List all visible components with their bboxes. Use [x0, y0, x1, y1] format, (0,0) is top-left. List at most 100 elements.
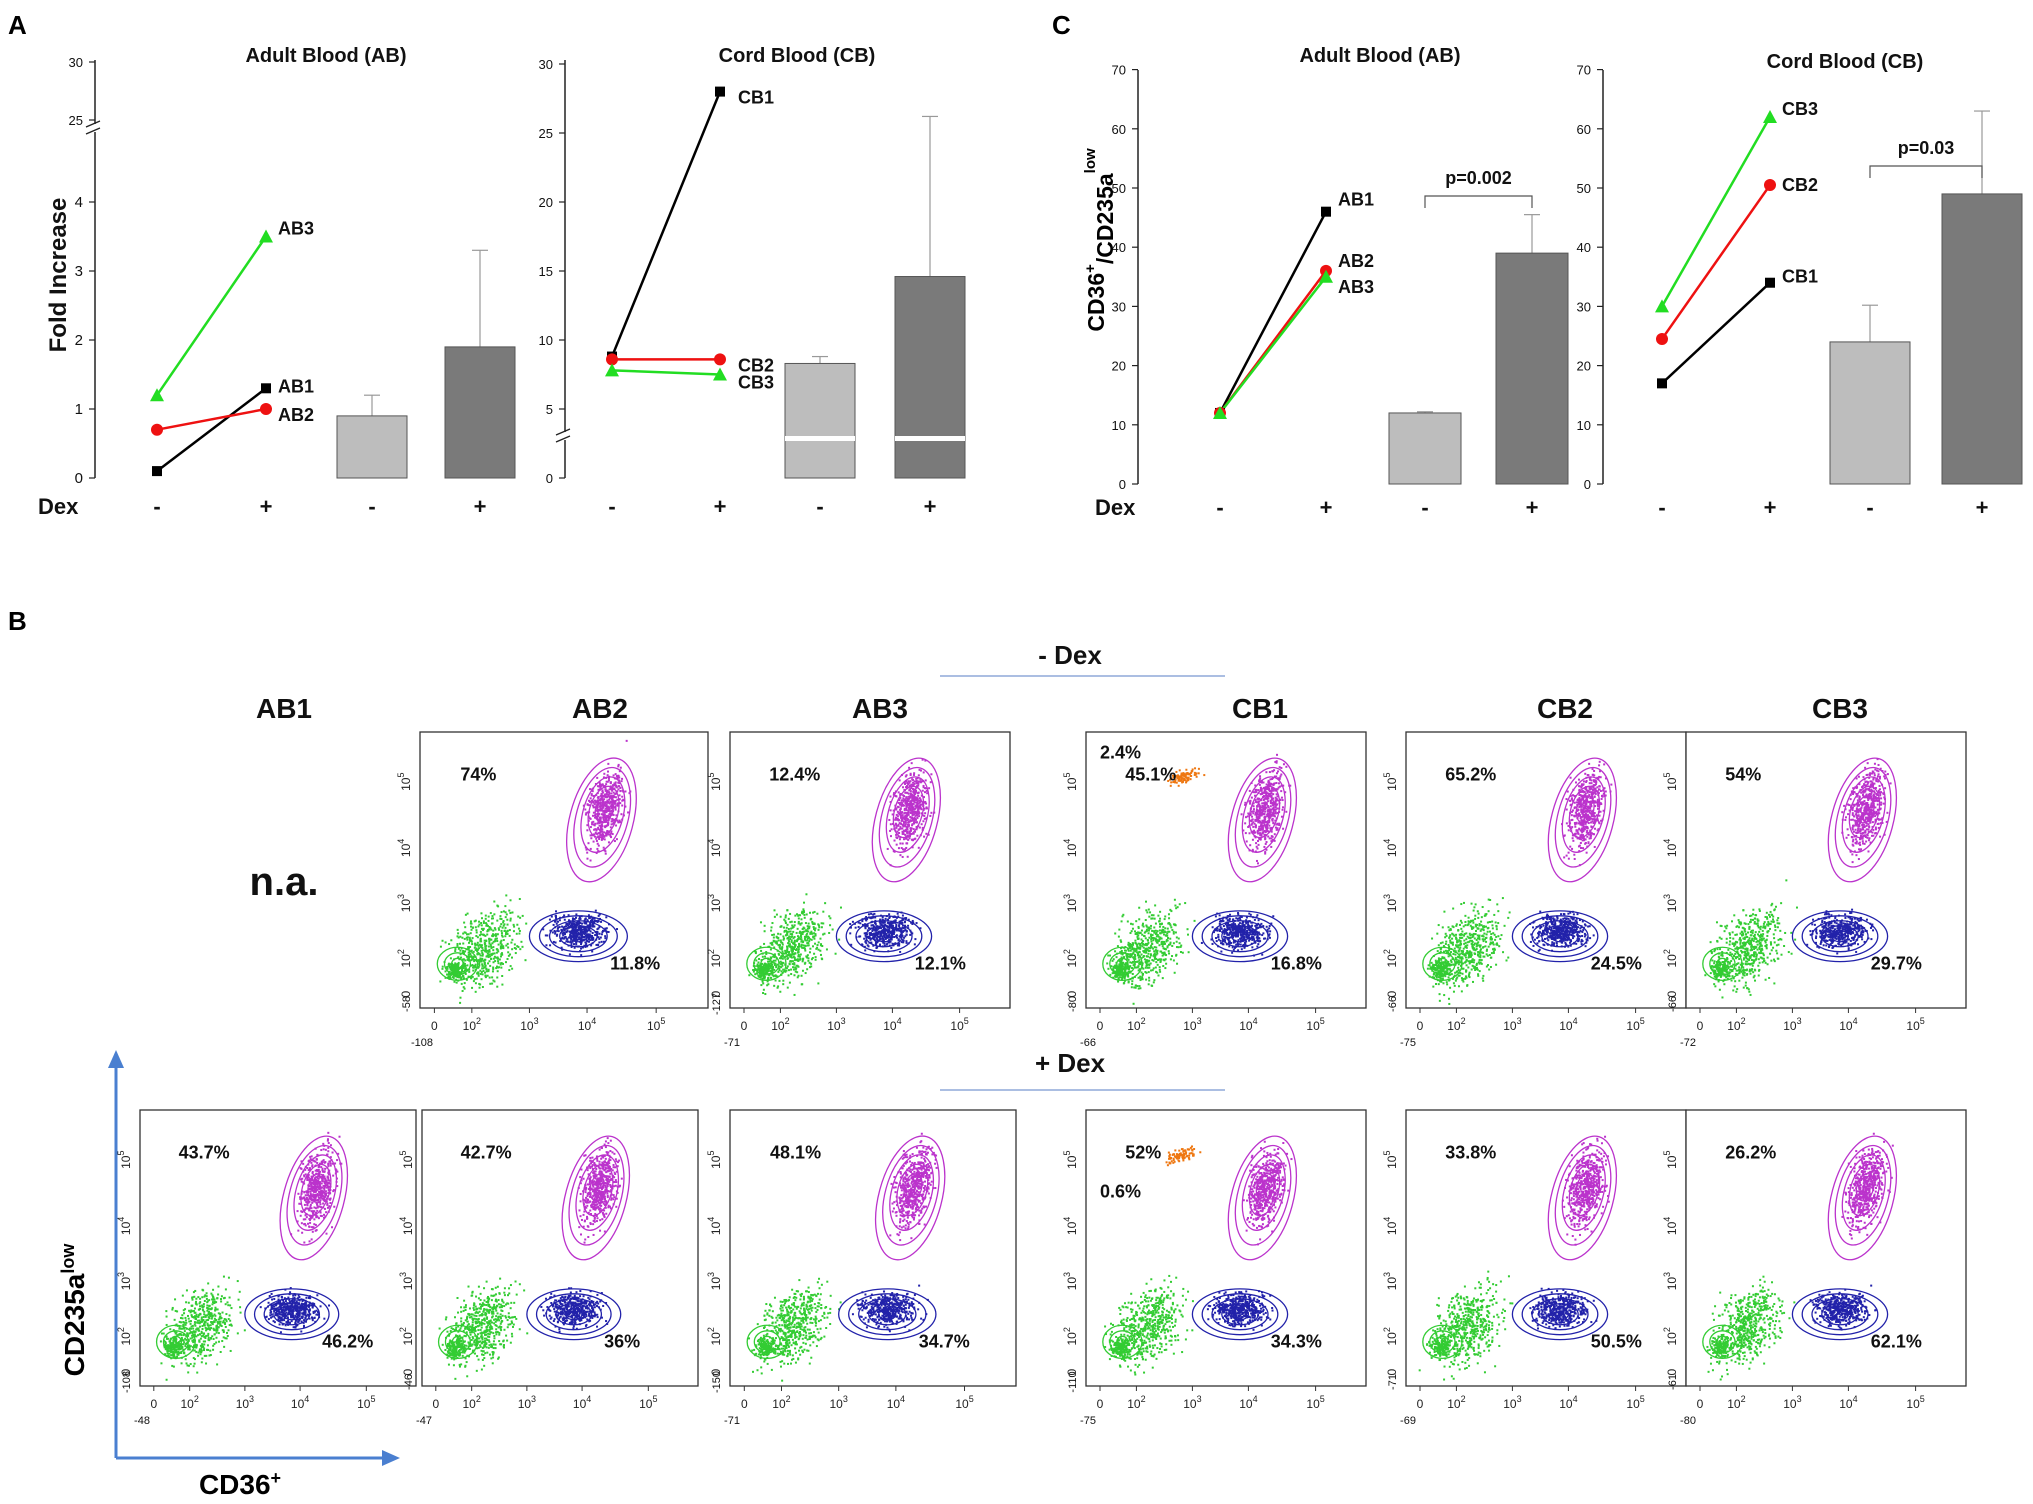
event-dot	[578, 938, 581, 941]
event-dot	[563, 918, 566, 921]
event-dot	[1211, 942, 1214, 945]
event-dot	[1172, 923, 1175, 926]
event-dot	[895, 843, 898, 846]
event-dot	[923, 814, 926, 817]
event-dot	[1151, 917, 1154, 920]
event-dot	[1172, 942, 1175, 945]
event-dot	[493, 952, 496, 955]
event-dot	[481, 958, 484, 961]
event-dot	[487, 970, 490, 973]
event-dot	[1136, 945, 1139, 948]
event-dot	[505, 931, 508, 934]
event-dot	[615, 785, 618, 788]
event-dot	[1240, 948, 1243, 951]
event-dot	[487, 956, 490, 959]
event-dot	[795, 931, 798, 934]
event-dot	[602, 803, 605, 806]
event-dot	[500, 952, 503, 955]
event-dot	[521, 945, 524, 948]
event-dot	[901, 855, 904, 858]
event-dot	[458, 972, 461, 975]
event-dot	[487, 915, 490, 918]
series-label: AB2	[278, 405, 314, 425]
event-dot	[467, 933, 470, 936]
event-dot	[603, 813, 606, 816]
y-tick-label: 40	[1112, 240, 1126, 255]
event-dot	[1162, 965, 1165, 968]
series-label: AB1	[278, 376, 314, 396]
event-dot	[454, 948, 457, 951]
event-dot	[806, 942, 809, 945]
event-dot	[1281, 806, 1284, 809]
event-dot	[493, 980, 496, 983]
event-dot	[1162, 952, 1165, 955]
event-dot	[478, 952, 481, 955]
event-dot	[766, 965, 769, 968]
event-dot	[1160, 958, 1163, 961]
event-dot	[612, 774, 615, 777]
event-dot	[915, 818, 918, 821]
event-dot	[450, 939, 453, 942]
event-dot	[1137, 987, 1140, 990]
event-dot	[1156, 934, 1159, 937]
event-dot	[1278, 766, 1281, 769]
event-dot	[519, 916, 522, 919]
event-dot	[598, 926, 601, 929]
event-dot	[588, 935, 591, 938]
event-dot	[897, 824, 900, 827]
event-dot	[1171, 955, 1174, 958]
event-dot	[474, 926, 477, 929]
event-dot	[602, 816, 605, 819]
event-dot	[882, 934, 885, 937]
event-dot	[1240, 813, 1243, 816]
event-dot	[462, 932, 465, 935]
event-dot	[900, 941, 903, 944]
event-dot	[506, 932, 509, 935]
event-dot	[466, 958, 469, 961]
event-dot	[924, 791, 927, 794]
event-dot	[1285, 810, 1288, 813]
event-dot	[795, 948, 798, 951]
event-dot	[1152, 947, 1155, 950]
event-dot	[595, 919, 598, 922]
event-dot	[466, 933, 469, 936]
event-dot	[1121, 953, 1124, 956]
event-dot	[1145, 942, 1148, 945]
event-dot	[1132, 952, 1135, 955]
event-dot	[481, 967, 484, 970]
event-dot	[1175, 936, 1178, 939]
event-dot	[485, 944, 488, 947]
event-dot	[598, 785, 601, 788]
event-dot	[757, 961, 760, 964]
event-dot	[556, 927, 559, 930]
event-dot	[568, 953, 571, 956]
event-dot	[592, 917, 595, 920]
event-dot	[566, 927, 569, 930]
event-dot	[614, 800, 617, 803]
event-dot	[502, 947, 505, 950]
event-dot	[1120, 949, 1123, 952]
event-dot	[490, 922, 493, 925]
event-dot	[1179, 945, 1182, 948]
event-dot	[769, 969, 772, 972]
event-dot	[454, 950, 457, 953]
event-dot	[811, 932, 814, 935]
event-dot	[901, 914, 904, 917]
event-dot	[612, 813, 615, 816]
event-dot	[786, 923, 789, 926]
event-dot	[619, 766, 622, 769]
event-dot	[796, 935, 799, 938]
event-dot	[803, 916, 806, 919]
event-dot	[1280, 773, 1283, 776]
series-marker	[151, 423, 163, 436]
event-dot	[773, 984, 776, 987]
event-dot	[468, 941, 471, 944]
event-dot	[497, 950, 500, 953]
event-dot	[809, 947, 812, 950]
event-dot	[872, 928, 875, 931]
event-dot	[801, 983, 804, 986]
event-dot	[446, 965, 449, 968]
event-dot	[923, 817, 926, 820]
event-dot	[484, 974, 487, 977]
event-dot	[794, 914, 797, 917]
